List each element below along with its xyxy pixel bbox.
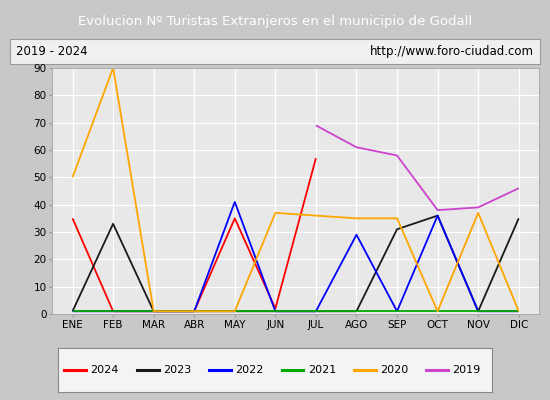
Text: http://www.foro-ciudad.com: http://www.foro-ciudad.com <box>370 45 534 58</box>
Text: 2022: 2022 <box>235 365 263 375</box>
Text: 2019 - 2024: 2019 - 2024 <box>16 45 88 58</box>
Text: 2019: 2019 <box>453 365 481 375</box>
Text: 2020: 2020 <box>380 365 409 375</box>
Text: 2024: 2024 <box>91 365 119 375</box>
Text: 2023: 2023 <box>163 365 191 375</box>
Text: Evolucion Nº Turistas Extranjeros en el municipio de Godall: Evolucion Nº Turistas Extranjeros en el … <box>78 16 472 28</box>
Text: 2021: 2021 <box>308 365 336 375</box>
